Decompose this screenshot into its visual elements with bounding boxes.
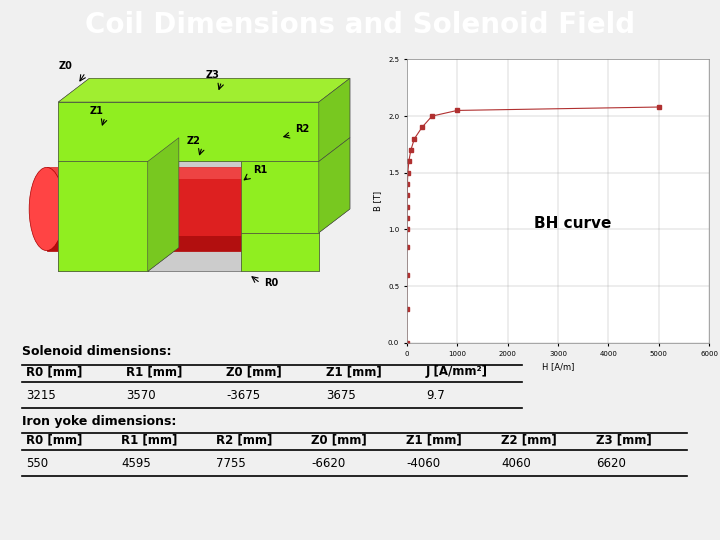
Polygon shape <box>58 78 350 102</box>
Polygon shape <box>241 233 319 271</box>
Text: R1 [mm]: R1 [mm] <box>121 433 177 446</box>
Polygon shape <box>241 161 319 233</box>
Text: Coil Dimensions and Solenoid Field: Coil Dimensions and Solenoid Field <box>85 11 635 39</box>
Text: J [A/mm²]: J [A/mm²] <box>426 365 488 378</box>
Text: Z2: Z2 <box>186 136 200 146</box>
Ellipse shape <box>247 167 282 251</box>
Text: -4060: -4060 <box>406 457 440 470</box>
Polygon shape <box>319 138 350 233</box>
Text: 3570: 3570 <box>126 389 156 402</box>
Polygon shape <box>148 161 241 271</box>
Polygon shape <box>58 102 319 161</box>
Polygon shape <box>241 161 319 233</box>
Text: Iron yoke dimensions:: Iron yoke dimensions: <box>22 415 176 428</box>
Polygon shape <box>58 161 148 271</box>
Text: 7755: 7755 <box>216 457 246 470</box>
Polygon shape <box>58 78 350 102</box>
Text: Z1 [mm]: Z1 [mm] <box>326 365 382 378</box>
Polygon shape <box>58 161 148 271</box>
Polygon shape <box>148 138 179 271</box>
Text: Z0: Z0 <box>58 62 72 71</box>
Y-axis label: B [T]: B [T] <box>374 191 382 211</box>
Text: Z3 [mm]: Z3 [mm] <box>596 433 652 446</box>
Text: R0 [mm]: R0 [mm] <box>26 365 82 378</box>
Polygon shape <box>47 235 264 251</box>
Text: 4595: 4595 <box>121 457 150 470</box>
Text: 6620: 6620 <box>596 457 626 470</box>
Text: R2 [mm]: R2 [mm] <box>216 433 272 446</box>
Polygon shape <box>148 138 179 271</box>
Text: R2: R2 <box>295 124 310 134</box>
Text: Z1: Z1 <box>89 106 103 116</box>
Text: R1 [mm]: R1 [mm] <box>126 365 182 378</box>
Text: R0 [mm]: R0 [mm] <box>26 433 82 446</box>
Text: 4060: 4060 <box>501 457 531 470</box>
Polygon shape <box>58 161 148 271</box>
Ellipse shape <box>29 167 64 251</box>
Text: -6620: -6620 <box>311 457 346 470</box>
Text: Z3: Z3 <box>206 70 220 80</box>
Text: Z0 [mm]: Z0 [mm] <box>311 433 366 446</box>
Text: R1: R1 <box>253 165 267 176</box>
Polygon shape <box>47 167 264 251</box>
Text: -3675: -3675 <box>226 389 260 402</box>
Polygon shape <box>47 167 264 179</box>
Polygon shape <box>319 78 350 161</box>
Polygon shape <box>319 138 350 233</box>
Text: Solenoid dimensions:: Solenoid dimensions: <box>22 345 171 357</box>
Text: R0: R0 <box>264 278 279 288</box>
Text: 550: 550 <box>26 457 48 470</box>
Polygon shape <box>58 102 319 161</box>
Text: 3215: 3215 <box>26 389 55 402</box>
Text: 9.7: 9.7 <box>426 389 445 402</box>
Text: BH curve: BH curve <box>534 217 612 231</box>
X-axis label: H [A/m]: H [A/m] <box>542 362 574 371</box>
Polygon shape <box>241 233 319 271</box>
Polygon shape <box>319 78 350 161</box>
Text: Z2 [mm]: Z2 [mm] <box>501 433 557 446</box>
Text: Z0 [mm]: Z0 [mm] <box>226 365 282 378</box>
Text: 3675: 3675 <box>326 389 356 402</box>
Text: Z1 [mm]: Z1 [mm] <box>406 433 462 446</box>
